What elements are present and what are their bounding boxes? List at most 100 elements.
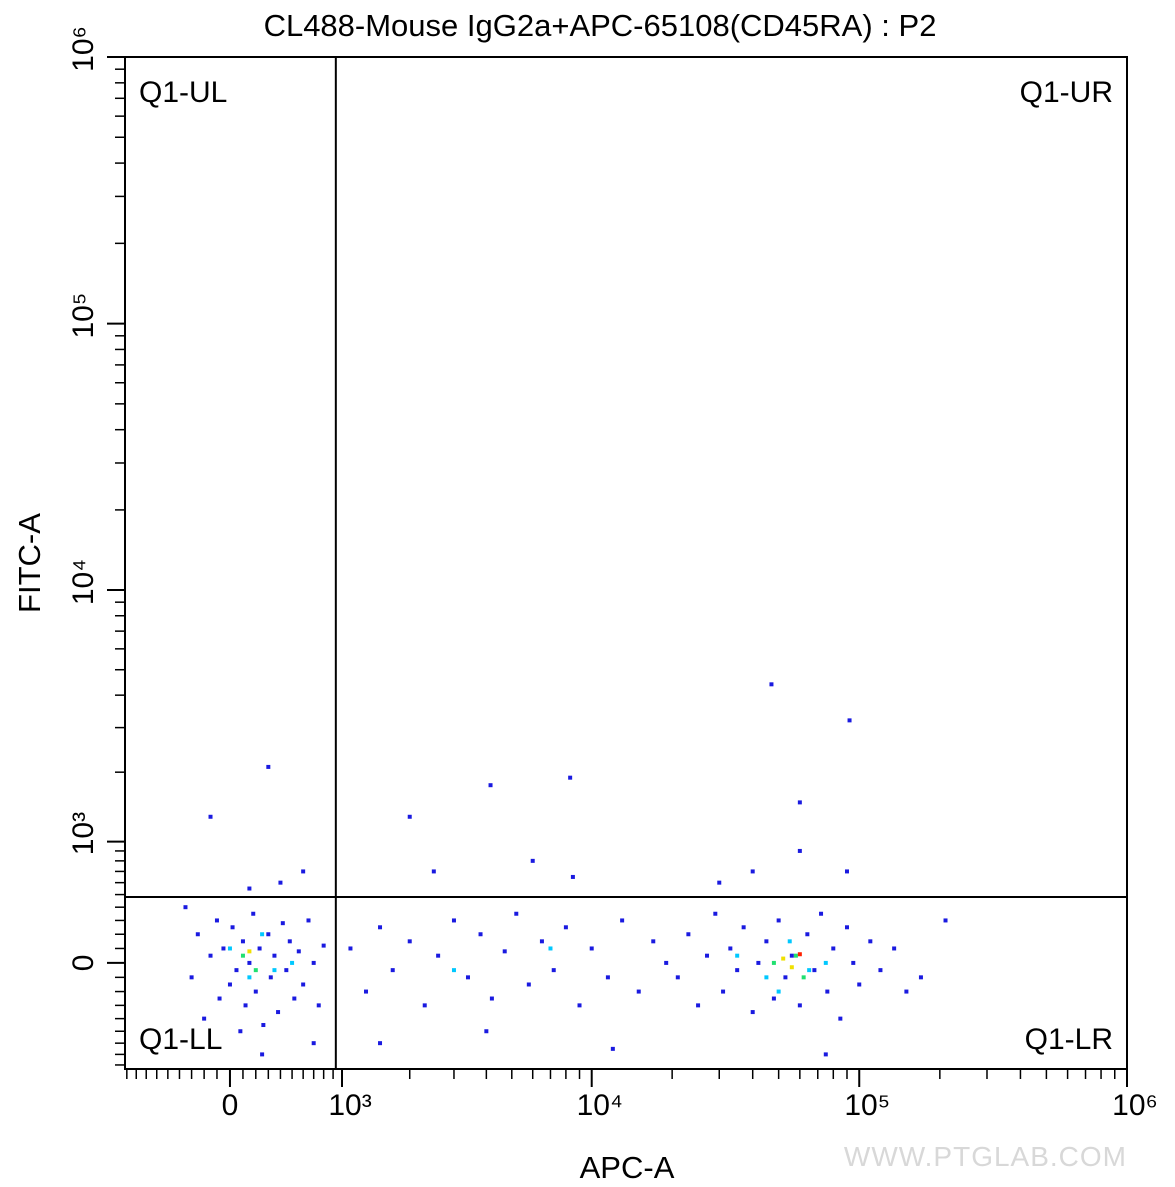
point (769, 682, 774, 687)
point (918, 975, 923, 980)
point (789, 953, 794, 958)
point (261, 1023, 266, 1028)
point (292, 996, 297, 1001)
point (551, 968, 556, 973)
point (260, 1052, 265, 1057)
point (221, 946, 226, 951)
quadrant-label: Q1-LR (1025, 1023, 1113, 1056)
point (838, 1016, 843, 1021)
point (771, 960, 776, 965)
point (812, 968, 817, 973)
point (257, 946, 262, 951)
point (321, 943, 326, 948)
x-tick-label: 10³ (328, 1089, 371, 1122)
x-tick-label: 10⁶ (1112, 1089, 1158, 1122)
point (620, 918, 625, 923)
point (705, 953, 710, 958)
point (728, 946, 733, 951)
point (844, 869, 849, 874)
point (306, 918, 311, 923)
point (234, 968, 239, 973)
point (568, 775, 573, 780)
point (675, 975, 680, 980)
point (272, 968, 277, 973)
point (240, 939, 245, 944)
point (208, 814, 213, 819)
point (783, 975, 788, 980)
point (431, 869, 436, 874)
point (563, 925, 568, 930)
point (781, 956, 786, 961)
point (316, 1003, 321, 1008)
point (904, 989, 909, 994)
point (847, 718, 852, 723)
point (243, 1003, 248, 1008)
point (451, 968, 456, 973)
point (202, 1016, 207, 1021)
point (721, 989, 726, 994)
point (577, 1003, 582, 1008)
point (526, 982, 531, 987)
point (451, 918, 456, 923)
point (407, 939, 412, 944)
y-tick-label: 10⁵ (67, 293, 100, 339)
x-tick-label: 10⁴ (577, 1089, 623, 1122)
point (686, 932, 691, 937)
point (851, 960, 856, 965)
point (797, 848, 802, 853)
point (868, 939, 873, 944)
point (764, 975, 769, 980)
point (548, 946, 553, 951)
point (465, 975, 470, 980)
point (488, 783, 493, 788)
point (266, 764, 271, 769)
point (247, 886, 252, 891)
quadrant-label: Q1-LL (139, 1023, 222, 1056)
point (892, 946, 897, 951)
point (247, 949, 252, 954)
point (530, 858, 535, 863)
point (478, 932, 483, 937)
point (823, 960, 828, 965)
x-tick-label: 0 (222, 1089, 239, 1122)
point (801, 975, 806, 980)
point (280, 921, 285, 926)
point (407, 814, 412, 819)
point (793, 953, 798, 958)
point (878, 968, 883, 973)
point (651, 939, 656, 944)
point (301, 869, 306, 874)
y-tick-label: 0 (67, 955, 100, 972)
point (348, 946, 353, 951)
y-tick-label: 10⁶ (67, 26, 100, 72)
point (189, 975, 194, 980)
point (214, 918, 219, 923)
point (436, 953, 441, 958)
point (296, 949, 301, 954)
point (776, 989, 781, 994)
point (276, 1010, 281, 1015)
point (539, 939, 544, 944)
point (230, 925, 235, 930)
point (422, 1003, 427, 1008)
point (807, 968, 812, 973)
point (756, 960, 761, 965)
quadrant-label: Q1-UL (139, 76, 227, 109)
x-axis-label: APC-A (580, 1150, 675, 1185)
point (797, 1003, 802, 1008)
point (364, 989, 369, 994)
point (636, 989, 641, 994)
point (502, 949, 507, 954)
point (717, 880, 722, 885)
point (290, 960, 295, 965)
point (696, 1003, 701, 1008)
point (713, 911, 718, 916)
point (797, 952, 802, 957)
point (823, 1052, 828, 1057)
point (771, 996, 776, 1001)
point (776, 918, 781, 923)
point (266, 932, 271, 937)
point (789, 965, 794, 970)
point (378, 1041, 383, 1046)
